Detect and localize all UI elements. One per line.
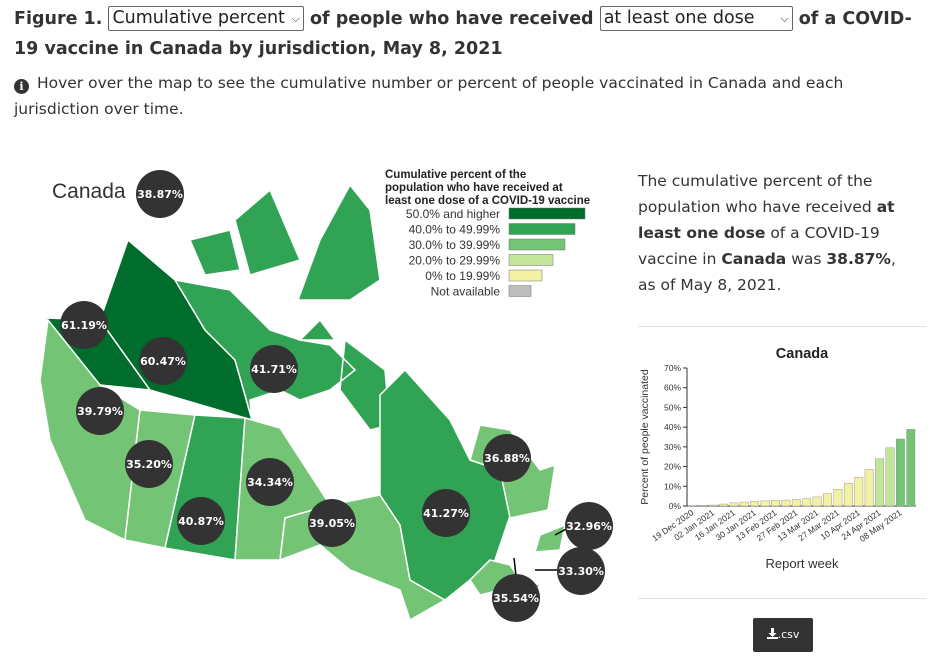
canada-map[interactable]: Canada Cumulative percent of thepopulati…: [0, 140, 620, 660]
chart-bar[interactable]: [854, 477, 864, 507]
download-csv-button[interactable]: .csv: [753, 618, 813, 652]
y-tick-label: 0%: [669, 501, 682, 511]
y-tick-label: 30%: [664, 442, 681, 452]
figure-title: Figure 1. Cumulative percent ⌵ of people …: [14, 4, 934, 64]
chart-bar[interactable]: [812, 496, 822, 507]
legend-swatch: [508, 269, 543, 282]
value-label: 36.88%: [484, 452, 530, 465]
value-marker[interactable]: 61.19%: [60, 301, 108, 349]
legend-swatch: [508, 254, 554, 266]
chevron-down-icon: ⌵: [780, 12, 789, 25]
value-marker[interactable]: 34.34%: [246, 458, 294, 506]
legend-swatch: [508, 238, 566, 251]
chart-bar[interactable]: [802, 498, 812, 507]
legend-label: Not available: [431, 285, 501, 299]
legend-label: 50.0% and higher: [406, 207, 500, 221]
value-marker[interactable]: 35.54%: [492, 574, 540, 622]
y-tick-label: 40%: [664, 422, 681, 432]
info-circle-icon: i: [14, 79, 29, 94]
chart-bar[interactable]: [781, 499, 791, 507]
value-label: 32.96%: [566, 520, 612, 533]
value-marker[interactable]: 39.79%: [76, 387, 124, 435]
value-label: 41.71%: [251, 363, 297, 376]
chart-bar[interactable]: [771, 500, 780, 507]
chart-bar[interactable]: [906, 429, 916, 507]
legend-label: 30.0% to 39.99%: [409, 238, 501, 252]
value-marker[interactable]: 39.05%: [308, 499, 356, 547]
summary-text: The cumulative percent of the population…: [638, 172, 896, 294]
chart-bar[interactable]: [750, 501, 760, 507]
trend-bar-chart[interactable]: Canada 0% 10% 20% 30% 40% 50% 60% 70% Percent of …: [632, 338, 928, 588]
nunavut-region[interactable]: [173, 183, 391, 431]
y-tick-label: 50%: [664, 402, 681, 412]
title-text-2: of a COVID-19 vaccine in Canada by juris…: [14, 9, 912, 59]
chart-bar[interactable]: [708, 504, 718, 507]
value-label: 33.30%: [558, 565, 604, 578]
legend-label: 40.0% to 49.99%: [409, 223, 501, 237]
chart-bar[interactable]: [791, 499, 801, 507]
chart-title: Canada: [776, 346, 829, 362]
value-marker[interactable]: 35.20%: [125, 440, 173, 488]
chart-bar[interactable]: [833, 489, 843, 507]
chart-bar[interactable]: [864, 469, 874, 507]
legend-swatch: [508, 223, 576, 235]
value-marker[interactable]: 40.87%: [177, 497, 225, 545]
value-label: 39.05%: [309, 517, 355, 530]
chart-bar[interactable]: [729, 502, 739, 507]
chart-bar[interactable]: [739, 501, 749, 507]
value-marker[interactable]: 41.71%: [250, 345, 298, 393]
value-label: 34.34%: [247, 476, 293, 489]
value-label: 60.47%: [140, 355, 186, 368]
y-tick-label: 70%: [664, 363, 681, 373]
chevron-down-icon: ⌵: [291, 12, 300, 25]
measure-select[interactable]: Cumulative percent ⌵: [108, 6, 304, 31]
y-axis-label: Percent of people vaccinated: [639, 369, 651, 505]
value-marker[interactable]: 38.87%: [136, 170, 184, 218]
chart-bar[interactable]: [843, 483, 853, 507]
y-tick-label: 10%: [664, 481, 681, 491]
legend-swatch: [508, 207, 586, 220]
value-marker[interactable]: 36.88%: [483, 434, 531, 482]
chart-bar[interactable]: [698, 505, 708, 507]
legend-label: 0% to 19.99%: [425, 269, 500, 283]
figure-label: Figure 1.: [14, 9, 103, 29]
value-marker[interactable]: 41.27%: [422, 489, 470, 537]
y-tick-label: 60%: [664, 383, 681, 393]
value-label: 39.79%: [77, 405, 123, 418]
x-axis-label: Report week: [766, 556, 839, 571]
value-marker[interactable]: 60.47%: [139, 337, 187, 385]
value-label: 40.87%: [178, 515, 224, 528]
legend-label: 20.0% to 29.99%: [409, 254, 501, 268]
value-label: 61.19%: [61, 319, 107, 332]
legend-title: population who have received at: [385, 182, 563, 194]
value-marker[interactable]: 33.30%: [557, 547, 605, 595]
quebec-region[interactable]: [379, 368, 513, 601]
dose-select[interactable]: at least one dose ⌵: [599, 6, 793, 31]
value-markers: 38.87% 61.19% 60.47% 41.71% 39.79% 35.20% 40.8…: [60, 170, 613, 622]
legend-title: Cumulative percent of the: [385, 169, 526, 181]
y-tick-label: 20%: [664, 462, 681, 472]
chart-bar[interactable]: [875, 458, 884, 507]
info-note: i Hover over the map to see the cumulati…: [14, 70, 924, 122]
legend-title: least one dose of a COVID-19 vaccine: [385, 195, 590, 207]
canada-label: Canada: [52, 180, 126, 203]
title-text-1: of people who have received: [310, 9, 594, 29]
chart-bar[interactable]: [823, 493, 832, 507]
chart-bar[interactable]: [760, 500, 770, 507]
divider: [638, 598, 926, 599]
divider: [638, 326, 926, 327]
chart-bar[interactable]: [885, 447, 895, 507]
legend-swatch: [508, 285, 532, 297]
value-label: 38.87%: [137, 188, 183, 201]
chart-bar[interactable]: [719, 503, 728, 507]
chart-bar[interactable]: [895, 438, 905, 507]
value-label: 35.54%: [493, 592, 539, 605]
info-text: Hover over the map to see the cumulative…: [14, 74, 844, 118]
download-icon: [766, 628, 778, 639]
value-marker[interactable]: 32.96%: [565, 502, 613, 550]
value-label: 41.27%: [423, 507, 469, 520]
value-label: 35.20%: [126, 458, 172, 471]
